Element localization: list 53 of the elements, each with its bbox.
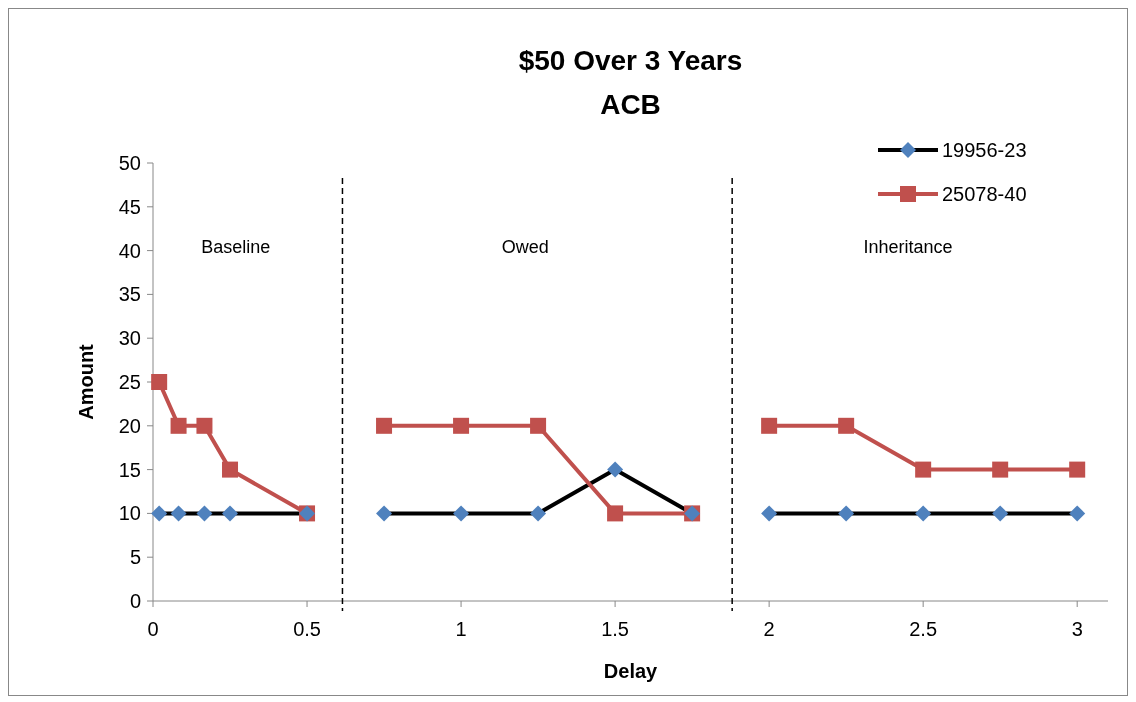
point [838,505,855,522]
y-tick-label: 25 [118,371,141,393]
point [761,505,778,522]
annotation: Owed [501,237,549,257]
x-tick-label: 1.5 [601,618,629,640]
point [992,505,1009,522]
point [376,417,393,434]
annotation: Inheritance [863,237,953,257]
point [376,505,393,522]
y-tick-label: 45 [118,195,141,218]
point [222,461,239,478]
annotation: Baseline [201,237,271,257]
chart-title: $50 Over 3 Years [518,45,743,76]
x-tick-label: 2.5 [909,618,938,640]
x-tick-label: 2 [763,618,775,640]
y-axis-title: Amount [75,343,97,420]
x-tick-label: 3 [1071,618,1083,640]
point [607,505,624,522]
point [530,417,547,434]
point [838,417,855,434]
y-tick-label: 10 [118,502,141,525]
x-tick-label: 0 [147,618,159,640]
point [530,505,547,522]
point [915,505,932,522]
chart-subtitle: ACB [600,89,661,120]
y-tick-label: 50 [118,152,141,174]
y-tick-label: 30 [118,327,141,350]
y-tick-label: 40 [118,239,141,262]
point [170,417,187,434]
point [992,461,1009,478]
y-tick-label: 20 [118,414,141,437]
point [151,505,168,522]
point [151,374,168,390]
y-tick-label: 5 [129,546,141,569]
point [453,417,470,434]
point [1069,461,1086,478]
point [915,461,932,478]
point [761,417,778,434]
point [170,505,187,522]
point [222,505,239,522]
point [607,461,624,478]
y-tick-label: 15 [118,458,141,481]
y-tick-label: 0 [129,590,141,612]
legend-label: 19956-23 [942,139,1027,161]
point [196,417,213,434]
legend-label: 25078-40 [942,183,1027,205]
point [1069,505,1086,522]
x-axis-title: Delay [603,660,659,682]
point [453,505,470,522]
point [196,505,213,522]
x-tick-label: 1 [455,618,467,640]
x-tick-label: 0.5 [293,618,321,640]
y-tick-label: 35 [118,283,141,306]
